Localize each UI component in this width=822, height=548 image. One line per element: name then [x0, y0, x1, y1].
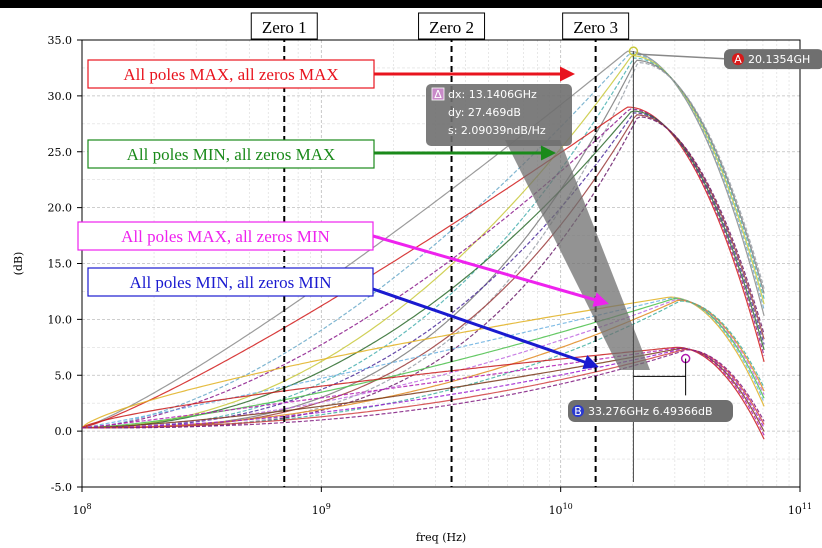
marker-a-id: A — [734, 53, 742, 66]
annotation-arrow-2 — [372, 234, 609, 307]
marker-a-badge — [732, 53, 744, 66]
delta-line-2: s: 2.09039ndB/Hz — [448, 124, 546, 137]
curve-group — [82, 50, 765, 440]
marker-a-box — [724, 49, 822, 70]
axes: -5.0 0.0 5.0 10.0 15.0 20.0 25.0 30.0 35.0 108 109… — [48, 34, 813, 517]
curve-2-4 — [82, 299, 765, 429]
annotation-box-0 — [87, 59, 375, 89]
curve-0-1 — [82, 52, 765, 429]
markers: A 20.1354GH B 33.276GHz 6.49366dB — [568, 46, 822, 482]
curve-1-0 — [82, 106, 765, 429]
curves — [82, 50, 765, 440]
x-axis-label: freq (Hz) — [416, 531, 466, 544]
marker-b-id: B — [574, 405, 582, 418]
annotation-box-3 — [87, 267, 374, 297]
curve-3-1 — [82, 347, 765, 436]
curve-2-5 — [82, 300, 765, 429]
curve-0-0 — [82, 50, 765, 429]
curve-3-0 — [82, 346, 765, 440]
curve-2-0 — [82, 296, 765, 429]
y-tick-label: 5.0 — [55, 369, 73, 382]
y-tick-label: 25.0 — [48, 146, 73, 159]
delta-pointer — [505, 140, 650, 370]
zero-label-1: Zero 1 — [262, 18, 307, 37]
marker-b-label: 33.276GHz 6.49366dB — [588, 405, 713, 418]
curve-0-3 — [82, 57, 765, 429]
top-black-bar — [0, 0, 822, 8]
annotation-label-1: All poles MIN, all zeros MAX — [127, 145, 336, 164]
y-tick-label: 30.0 — [48, 90, 73, 103]
x-tick-label: 1011 — [788, 502, 812, 517]
curve-2-3 — [82, 298, 765, 429]
curve-2-2 — [82, 297, 765, 429]
y-tick-label: 35.0 — [48, 34, 73, 47]
y-tick-label: 0.0 — [55, 425, 73, 438]
annotation-label-2: All poles MAX, all zeros MIN — [121, 227, 330, 246]
marker-b-badge — [572, 405, 584, 417]
x-tick-label: 109 — [312, 502, 331, 517]
delta-box — [426, 84, 572, 146]
y-axis-label: (dB) — [12, 252, 25, 276]
annotation-box-2 — [77, 221, 374, 251]
zero-label-2: Zero 2 — [429, 18, 474, 37]
x-tick-label: 108 — [72, 502, 91, 517]
marker-a-label: 20.1354GH — [748, 53, 810, 66]
curve-0-5 — [82, 61, 765, 429]
curve-3-2 — [82, 347, 765, 432]
curve-2-1 — [82, 297, 765, 429]
marker-a-point — [628, 46, 639, 56]
y-tick-label: 10.0 — [48, 313, 73, 326]
annotation-box-1 — [87, 139, 375, 169]
x-tick-label: 1010 — [549, 502, 573, 517]
curve-3-3 — [82, 348, 765, 429]
delta-line-0: dx: 13.1406GHz — [448, 88, 537, 101]
y-tick-label: 15.0 — [48, 258, 73, 271]
delta-icon — [431, 87, 445, 101]
curve-0-2 — [82, 55, 765, 429]
marker-a-leader — [637, 53, 733, 60]
annotation-arrow-3 — [372, 287, 599, 370]
delta-icon-label: Δ — [434, 88, 442, 101]
annotation-label-0: All poles MAX, all zeros MAX — [123, 65, 338, 84]
zero-label-3: Zero 3 — [573, 18, 618, 37]
marker-b-box — [568, 400, 733, 422]
zero-label-box-2 — [418, 12, 486, 40]
y-tick-label: -5.0 — [51, 481, 72, 494]
curve-3-4 — [82, 348, 765, 429]
zero-label-box-3 — [562, 12, 630, 40]
delta-line-1: dy: 27.469dB — [448, 106, 521, 119]
zero-label-box-1 — [250, 12, 318, 40]
annotation-label-3: All poles MIN, all zeros MIN — [129, 273, 331, 292]
y-tick-label: 20.0 — [48, 202, 73, 215]
curve-1-3 — [82, 112, 765, 429]
